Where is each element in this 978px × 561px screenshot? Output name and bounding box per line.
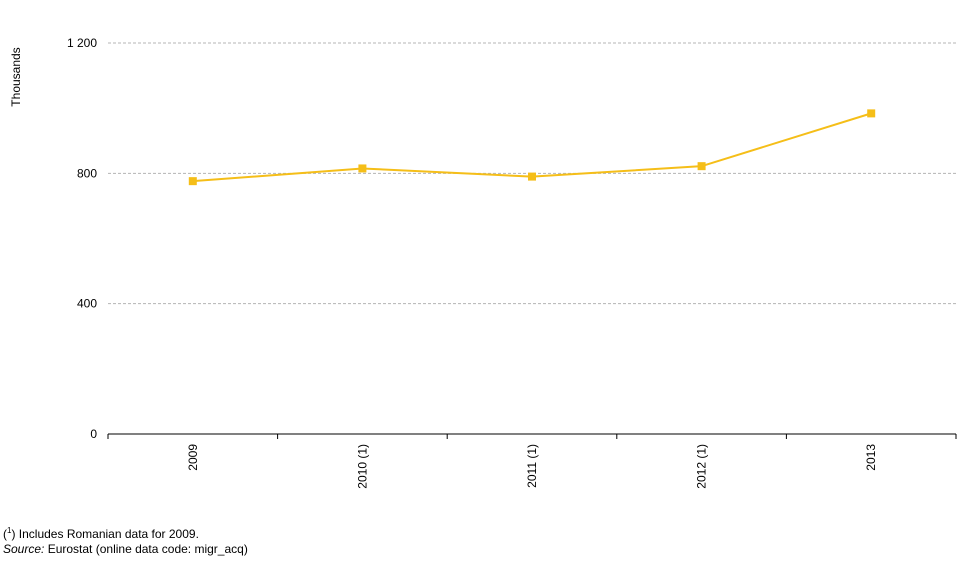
x-tick-label: 2012 (1) — [695, 444, 709, 489]
y-tick-label: 800 — [77, 166, 97, 180]
data-point — [697, 162, 706, 171]
data-point — [867, 109, 876, 118]
x-axis: 2009 2010 (1) 2011 (1) 2012 (1) 2013 — [107, 433, 957, 489]
x-tick-label: 2011 (1) — [525, 444, 539, 488]
y-axis: 0 400 800 1 200 — [67, 36, 97, 441]
data-point — [528, 172, 536, 181]
footnote-text: ) Includes Romanian data for 2009. — [11, 527, 199, 541]
data-point — [358, 164, 367, 173]
y-tick-label: 400 — [77, 297, 97, 311]
source-line: Source: Eurostat (online data code: migr… — [3, 542, 248, 557]
footnote-open: ( — [3, 527, 7, 541]
footnote-marker: 1 — [7, 526, 12, 535]
y-tick-label: 1 200 — [67, 36, 97, 50]
footnote-romanian: (1) Includes Romanian data for 2009. — [3, 527, 248, 542]
y-axis-title: Thousands — [9, 47, 23, 106]
data-series — [188, 109, 876, 186]
x-tick-label: 2010 (1) — [355, 444, 369, 489]
x-tick-label: 2013 — [864, 444, 878, 471]
y-tick-label: 0 — [90, 427, 97, 441]
source-text: Eurostat (online data code: migr_acq) — [47, 542, 248, 556]
series-line — [192, 112, 872, 183]
footnotes: (1) Includes Romanian data for 2009. Sou… — [3, 527, 248, 557]
source-label: Source: — [3, 542, 45, 556]
data-point — [188, 177, 197, 186]
line-chart: Thousands 0 400 800 1 200 2009 2010 (1) 2011 … — [9, 36, 957, 489]
x-tick-label: 2009 — [186, 444, 200, 471]
gridlines — [108, 42, 956, 305]
